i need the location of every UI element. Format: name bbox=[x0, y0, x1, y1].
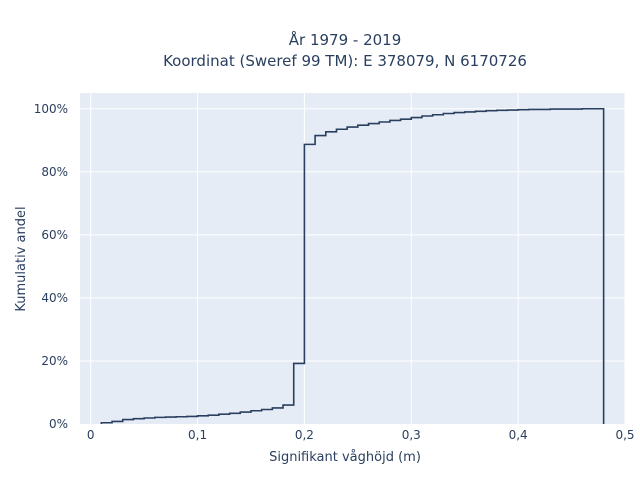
y-tick-label-1: 20% bbox=[41, 354, 68, 368]
chart-title-line-2: Koordinat (Sweref 99 TM): E 378079, N 61… bbox=[163, 52, 527, 70]
plot-area bbox=[80, 93, 625, 424]
y-tick-label-4: 80% bbox=[41, 165, 68, 179]
ecdf-step-line-0 bbox=[100, 107, 605, 424]
x-tick-label-2: 0,2 bbox=[295, 428, 314, 442]
y-axis-label: Kumulativ andel bbox=[14, 206, 29, 311]
x-tick-label-5: 0,5 bbox=[615, 428, 634, 442]
x-axis-label: Signifikant våghöjd (m) bbox=[269, 450, 421, 465]
chart-title-line-1: År 1979 - 2019 bbox=[289, 30, 402, 49]
x-tick-label-4: 0,4 bbox=[509, 428, 528, 442]
x-tick-label-0: 0 bbox=[87, 428, 95, 442]
tick-labels: 0 0,1 0,2 0,3 0,4 0,5 0% 20% 40% 60% 80% 100% bbox=[34, 102, 635, 442]
y-tick-label-5: 100% bbox=[34, 102, 68, 116]
x-tick-label-1: 0,1 bbox=[188, 428, 207, 442]
y-tick-label-3: 60% bbox=[41, 228, 68, 242]
series-layer bbox=[100, 107, 605, 424]
x-tick-label-3: 0,3 bbox=[402, 428, 421, 442]
y-tick-label-0: 0% bbox=[49, 417, 68, 431]
y-tick-label-2: 40% bbox=[41, 291, 68, 305]
